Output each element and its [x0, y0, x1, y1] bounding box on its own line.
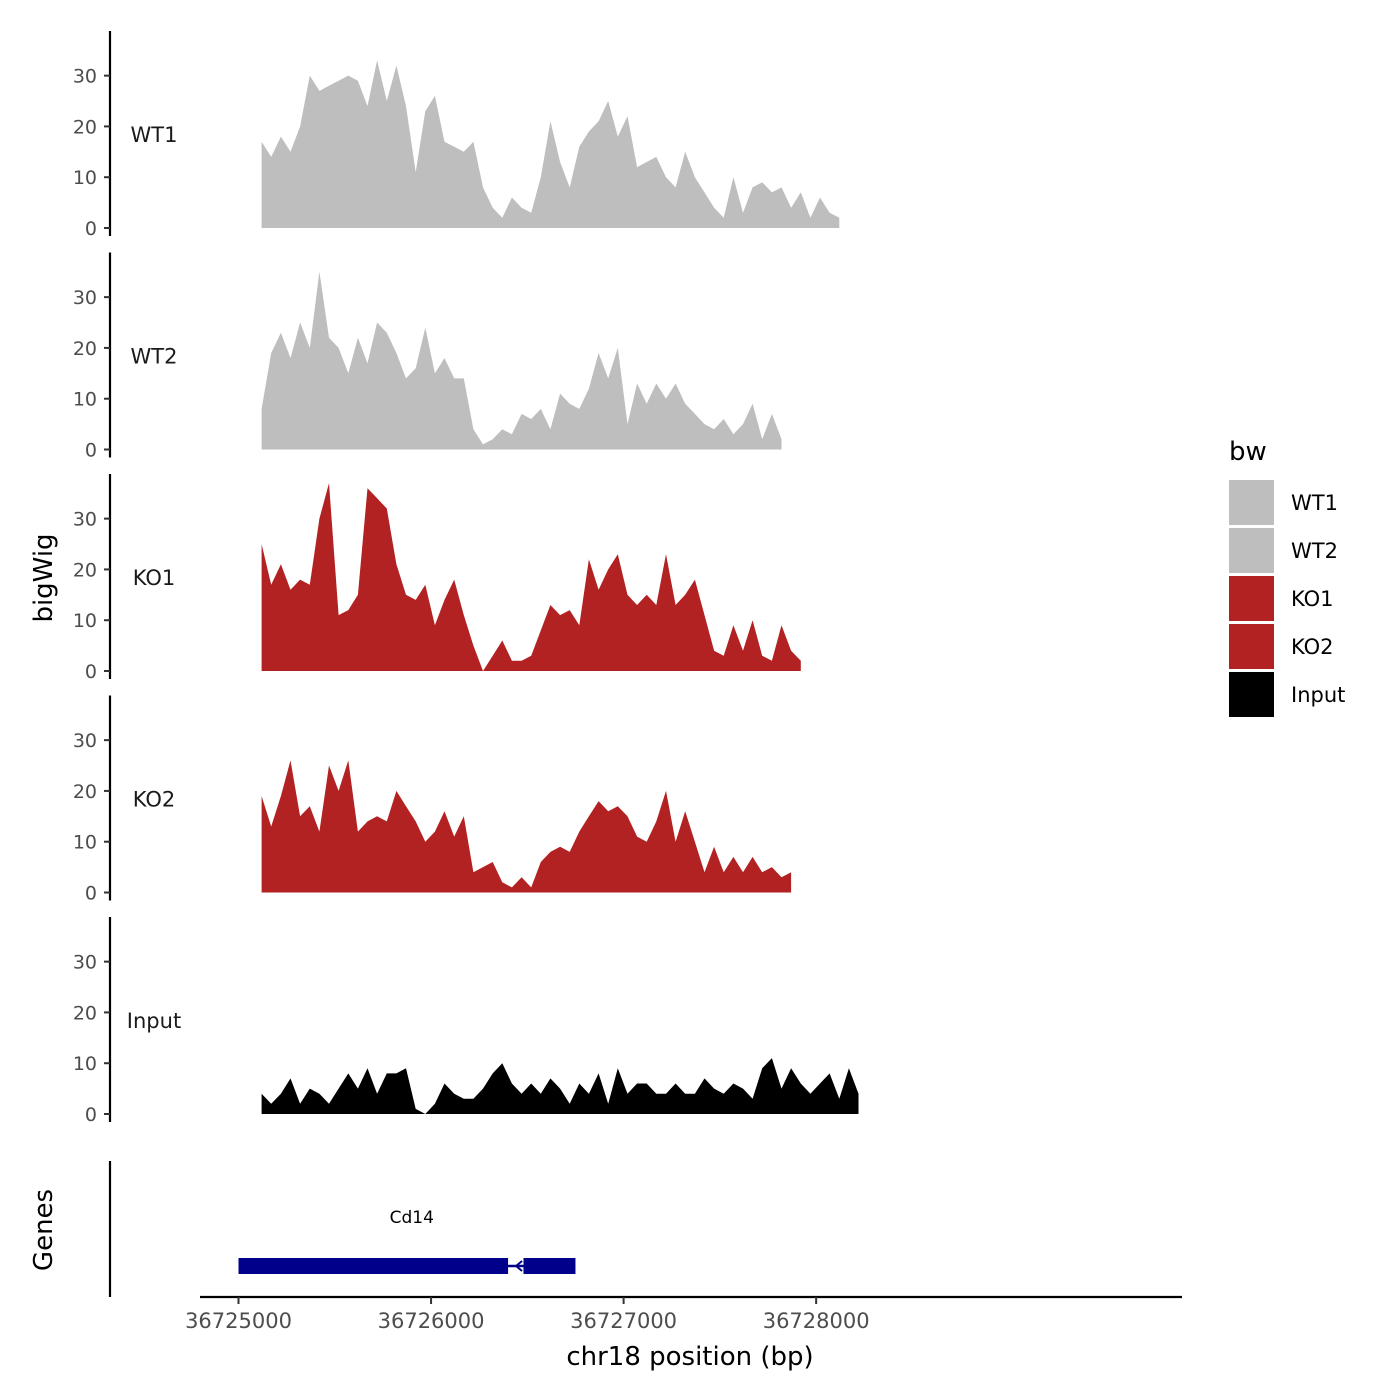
track-label: KO2	[133, 788, 176, 812]
x-tick-label: 36727000	[570, 1309, 677, 1333]
legend-title: bw	[1229, 437, 1267, 467]
strand-arrow	[514, 1260, 523, 1272]
y-tick-label: 30	[73, 66, 97, 88]
y-tick-label: 20	[73, 338, 97, 360]
legend-item-ko1: KO1	[1229, 576, 1334, 621]
y-tick-label: 20	[73, 116, 97, 138]
y-axis-title: bigWig	[29, 533, 59, 622]
y-tick-label: 10	[73, 167, 97, 189]
legend-key	[1229, 528, 1274, 573]
y-tick-label: 0	[85, 883, 97, 905]
y-tick-label: 0	[85, 218, 97, 240]
y-tick-label: 10	[73, 389, 97, 411]
track-label: KO1	[133, 566, 176, 590]
area-input	[261, 1058, 859, 1114]
track-label: WT2	[131, 345, 178, 369]
y-tick-label: 20	[73, 559, 97, 581]
y-tick-label: 30	[73, 287, 97, 309]
x-axis: 36725000 36726000 36727000 36728000	[185, 1295, 1182, 1333]
legend-key	[1229, 576, 1274, 621]
genes-axis-title: Genes	[29, 1189, 59, 1271]
area-ko1	[261, 483, 801, 671]
y-tick-label: 10	[73, 610, 97, 632]
y-tick-label: 30	[73, 509, 97, 531]
legend-item-ko2: KO2	[1229, 624, 1334, 669]
gene-exon	[238, 1258, 509, 1274]
legend-key	[1229, 480, 1274, 525]
x-tick-label: 36726000	[378, 1309, 485, 1333]
track-ko2: 0 10 20 30 KO2	[73, 695, 792, 905]
legend-label: KO2	[1291, 635, 1334, 659]
y-tick-label: 10	[73, 1053, 97, 1075]
legend-item-input: Input	[1229, 672, 1345, 717]
y-tick-label: 0	[85, 440, 97, 462]
gene-name: Cd14	[390, 1208, 434, 1228]
legend-label: WT2	[1291, 539, 1338, 563]
legend-key	[1229, 672, 1274, 717]
y-tick-label: 20	[73, 1002, 97, 1024]
y-tick-label: 0	[85, 1104, 97, 1126]
y-tick-label: 0	[85, 661, 97, 683]
legend-items: WT1 WT2 KO1 KO2 Input	[1229, 480, 1345, 717]
x-tick-label: 36725000	[185, 1309, 292, 1333]
gene-exon	[523, 1258, 576, 1274]
legend-label: KO1	[1291, 587, 1334, 611]
area-ko2	[261, 760, 792, 893]
track-input: 0 10 20 30 Input	[73, 917, 859, 1126]
legend-key	[1229, 624, 1274, 669]
y-tick-label: 20	[73, 781, 97, 803]
y-tick-label: 30	[73, 952, 97, 974]
track-ko1: 0 10 20 30 KO1	[73, 474, 801, 683]
legend-item-wt1: WT1	[1229, 480, 1338, 525]
x-axis-title: chr18 position (bp)	[566, 1342, 813, 1372]
y-tick-label: 30	[73, 730, 97, 752]
track-label: Input	[127, 1009, 181, 1033]
x-tick-label: 36728000	[763, 1309, 870, 1333]
area-wt2	[261, 271, 782, 450]
legend-label: WT1	[1291, 491, 1338, 515]
genes-panel: Cd14	[108, 1161, 576, 1297]
y-tick-label: 10	[73, 832, 97, 854]
signal-tracks: 0 10 20 30 WT1 0 10 20 30 WT2 0 10 20 30 KO1 0 10 20 30 KO2…	[73, 31, 859, 1126]
legend: bw WT1 WT2 KO1 KO2 Input	[1229, 437, 1345, 717]
track-wt2: 0 10 20 30 WT2	[73, 252, 782, 462]
legend-label: Input	[1291, 683, 1345, 707]
area-wt1	[261, 60, 840, 229]
legend-item-wt2: WT2	[1229, 528, 1338, 573]
track-wt1: 0 10 20 30 WT1	[73, 31, 840, 240]
track-label: WT1	[131, 123, 178, 147]
